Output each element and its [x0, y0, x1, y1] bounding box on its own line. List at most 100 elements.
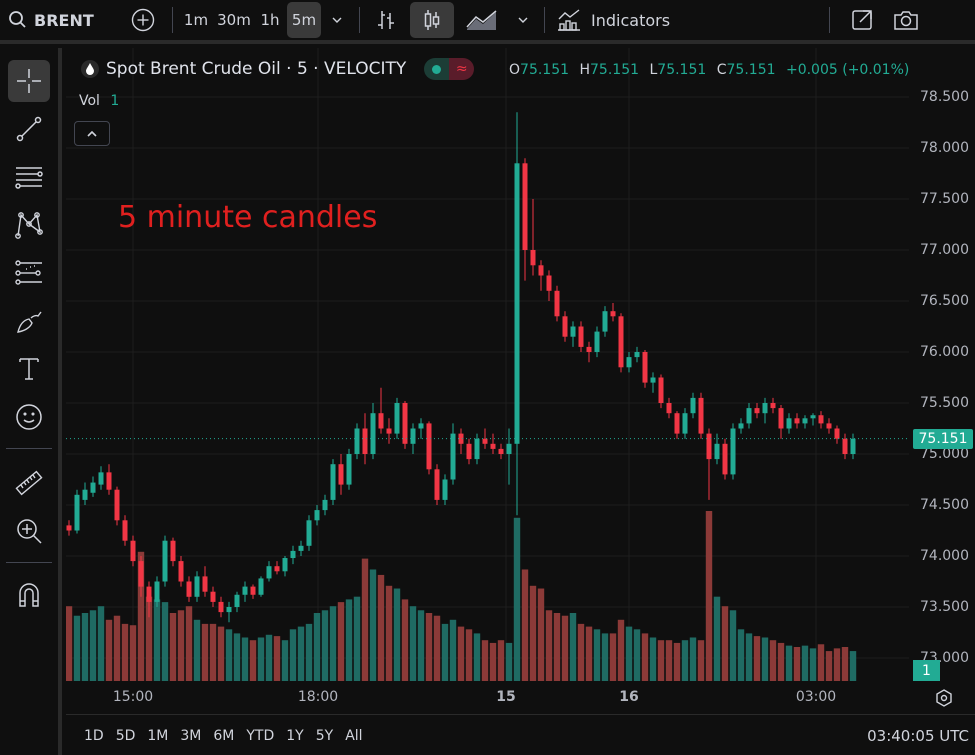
- chart-legend: Spot Brent Crude Oil · 5 · VELOCITY ≈: [80, 58, 475, 80]
- price-tick-label: 74.000: [920, 548, 969, 564]
- volume-value: 1: [110, 93, 120, 109]
- interval-30m-button[interactable]: 30m: [217, 11, 251, 29]
- open-key: O: [509, 62, 521, 78]
- price-tick-label: 78.000: [920, 140, 969, 156]
- external-link-icon: [852, 10, 872, 30]
- toolbar-divider: [359, 7, 360, 33]
- chevron-down-icon: [518, 17, 528, 23]
- time-tick-label: 15: [496, 689, 516, 705]
- chart-type-dropdown-button[interactable]: [508, 2, 538, 38]
- text-tool-button[interactable]: [8, 348, 50, 390]
- toolbar-divider: [544, 7, 545, 33]
- symbol-label: BRENT: [34, 10, 94, 30]
- time-tick-label: 18:00: [297, 689, 339, 705]
- bars-style-button[interactable]: [366, 2, 406, 38]
- range-1d-button[interactable]: 1D: [84, 727, 104, 744]
- delayed-data-indicator: ≈: [449, 58, 475, 80]
- magnet-tool-button[interactable]: [8, 574, 50, 616]
- ohlc-values: O75.151 H75.151 L75.151 C75.151 +0.005 (…: [509, 62, 909, 78]
- sidebar-divider: [6, 562, 52, 563]
- indicators-button[interactable]: Indicators: [557, 2, 677, 38]
- brush-tool-button[interactable]: [8, 300, 50, 342]
- change-value: +0.005 (+0.01%): [785, 62, 910, 78]
- sidebar-divider: [6, 448, 52, 449]
- time-axis[interactable]: 15:00 18:00 15 16 03:00: [66, 681, 975, 715]
- range-1m-button[interactable]: 1M: [147, 727, 169, 744]
- indicators-label: Indicators: [591, 10, 671, 30]
- bars-icon: [378, 11, 394, 29]
- pattern-tool-button[interactable]: [8, 204, 50, 246]
- brush-icon: [17, 311, 42, 333]
- market-open-indicator: [424, 58, 450, 80]
- top-toolbar: BRENT 1m 30m 1h 5m Indicators: [0, 0, 975, 44]
- chevron-down-icon: [332, 17, 342, 23]
- time-tick-label: 16: [619, 689, 639, 705]
- price-tick-label: 77.000: [920, 242, 969, 258]
- symbol-search-button[interactable]: BRENT: [8, 2, 98, 38]
- interval-dropdown-button[interactable]: [321, 2, 353, 38]
- screenshot-button[interactable]: [888, 2, 924, 38]
- collapse-legend-button[interactable]: [74, 121, 110, 146]
- candles-style-button[interactable]: [410, 2, 454, 38]
- measure-tool-button[interactable]: [8, 462, 50, 504]
- fib-lines-icon: [15, 167, 43, 189]
- camera-icon: [894, 11, 918, 30]
- range-3m-button[interactable]: 3M: [180, 727, 202, 744]
- zoom-in-icon: [17, 519, 42, 544]
- range-5y-button[interactable]: 5Y: [315, 727, 334, 744]
- ruler-icon: [15, 470, 43, 496]
- high-value: 75.151: [590, 62, 640, 78]
- search-icon: [9, 11, 26, 28]
- open-value: 75.151: [520, 62, 570, 78]
- range-6m-button[interactable]: 6M: [213, 727, 235, 744]
- chart-pane[interactable]: [65, 48, 909, 681]
- price-tick-label: 73.500: [920, 599, 969, 615]
- range-all-button[interactable]: All: [345, 727, 363, 744]
- range-ytd-button[interactable]: YTD: [246, 727, 275, 744]
- pattern-icon: [15, 212, 43, 239]
- area-style-button[interactable]: [460, 2, 504, 38]
- magnet-icon: [19, 583, 39, 607]
- utc-clock[interactable]: 03:40:05 UTC: [867, 726, 969, 745]
- interval-1m-button[interactable]: 1m: [183, 11, 209, 29]
- low-key: L: [649, 62, 658, 78]
- volume-label: Vol: [79, 93, 100, 109]
- time-tick-label: 03:00: [795, 689, 837, 705]
- chevron-up-icon: [87, 130, 97, 137]
- trend-line-icon: [16, 116, 42, 142]
- range-1y-button[interactable]: 1Y: [286, 727, 304, 744]
- chart-annotation-text[interactable]: 5 minute candles: [118, 200, 378, 235]
- zoom-in-tool-button[interactable]: [8, 510, 50, 552]
- price-tick-label: 75.000: [920, 446, 969, 462]
- last-volume-label: 1: [913, 660, 940, 681]
- chart-settings-button[interactable]: [932, 687, 956, 709]
- area-chart-icon: [466, 10, 497, 30]
- price-axis[interactable]: 78.500 78.000 77.500 77.000 76.500 76.000 75.5…: [909, 48, 975, 681]
- forecast-tool-button[interactable]: [8, 252, 50, 294]
- candles-icon: [424, 10, 440, 30]
- horizontal-lines-tool-button[interactable]: [8, 156, 50, 198]
- interval-5m-button[interactable]: 5m: [287, 2, 321, 38]
- emoji-tool-button[interactable]: [8, 396, 50, 438]
- volume-legend: Vol 1: [79, 93, 119, 109]
- candlestick-chart[interactable]: [65, 48, 909, 681]
- price-tick-label: 78.500: [920, 89, 969, 105]
- close-key: C: [716, 62, 727, 78]
- oil-drop-icon: [81, 60, 99, 78]
- price-tick-label: 77.500: [920, 191, 969, 207]
- range-5d-button[interactable]: 5D: [115, 727, 136, 744]
- forecast-icon: [15, 260, 42, 285]
- symbol-title: Spot Brent Crude Oil · 5 · VELOCITY: [106, 59, 407, 79]
- toolbar-divider: [172, 7, 173, 33]
- compare-symbol-button[interactable]: [128, 2, 158, 38]
- price-tick-label: 76.500: [920, 293, 969, 309]
- interval-1h-button[interactable]: 1h: [260, 11, 280, 29]
- text-icon: [19, 358, 39, 380]
- open-popup-button[interactable]: [844, 2, 880, 38]
- price-tick-label: 76.000: [920, 344, 969, 360]
- toolbar-divider: [829, 7, 830, 33]
- market-status-badge[interactable]: ≈: [424, 58, 475, 80]
- drawing-toolbar: [0, 48, 62, 755]
- trend-line-tool-button[interactable]: [8, 108, 50, 150]
- crosshair-tool-button[interactable]: [8, 60, 50, 102]
